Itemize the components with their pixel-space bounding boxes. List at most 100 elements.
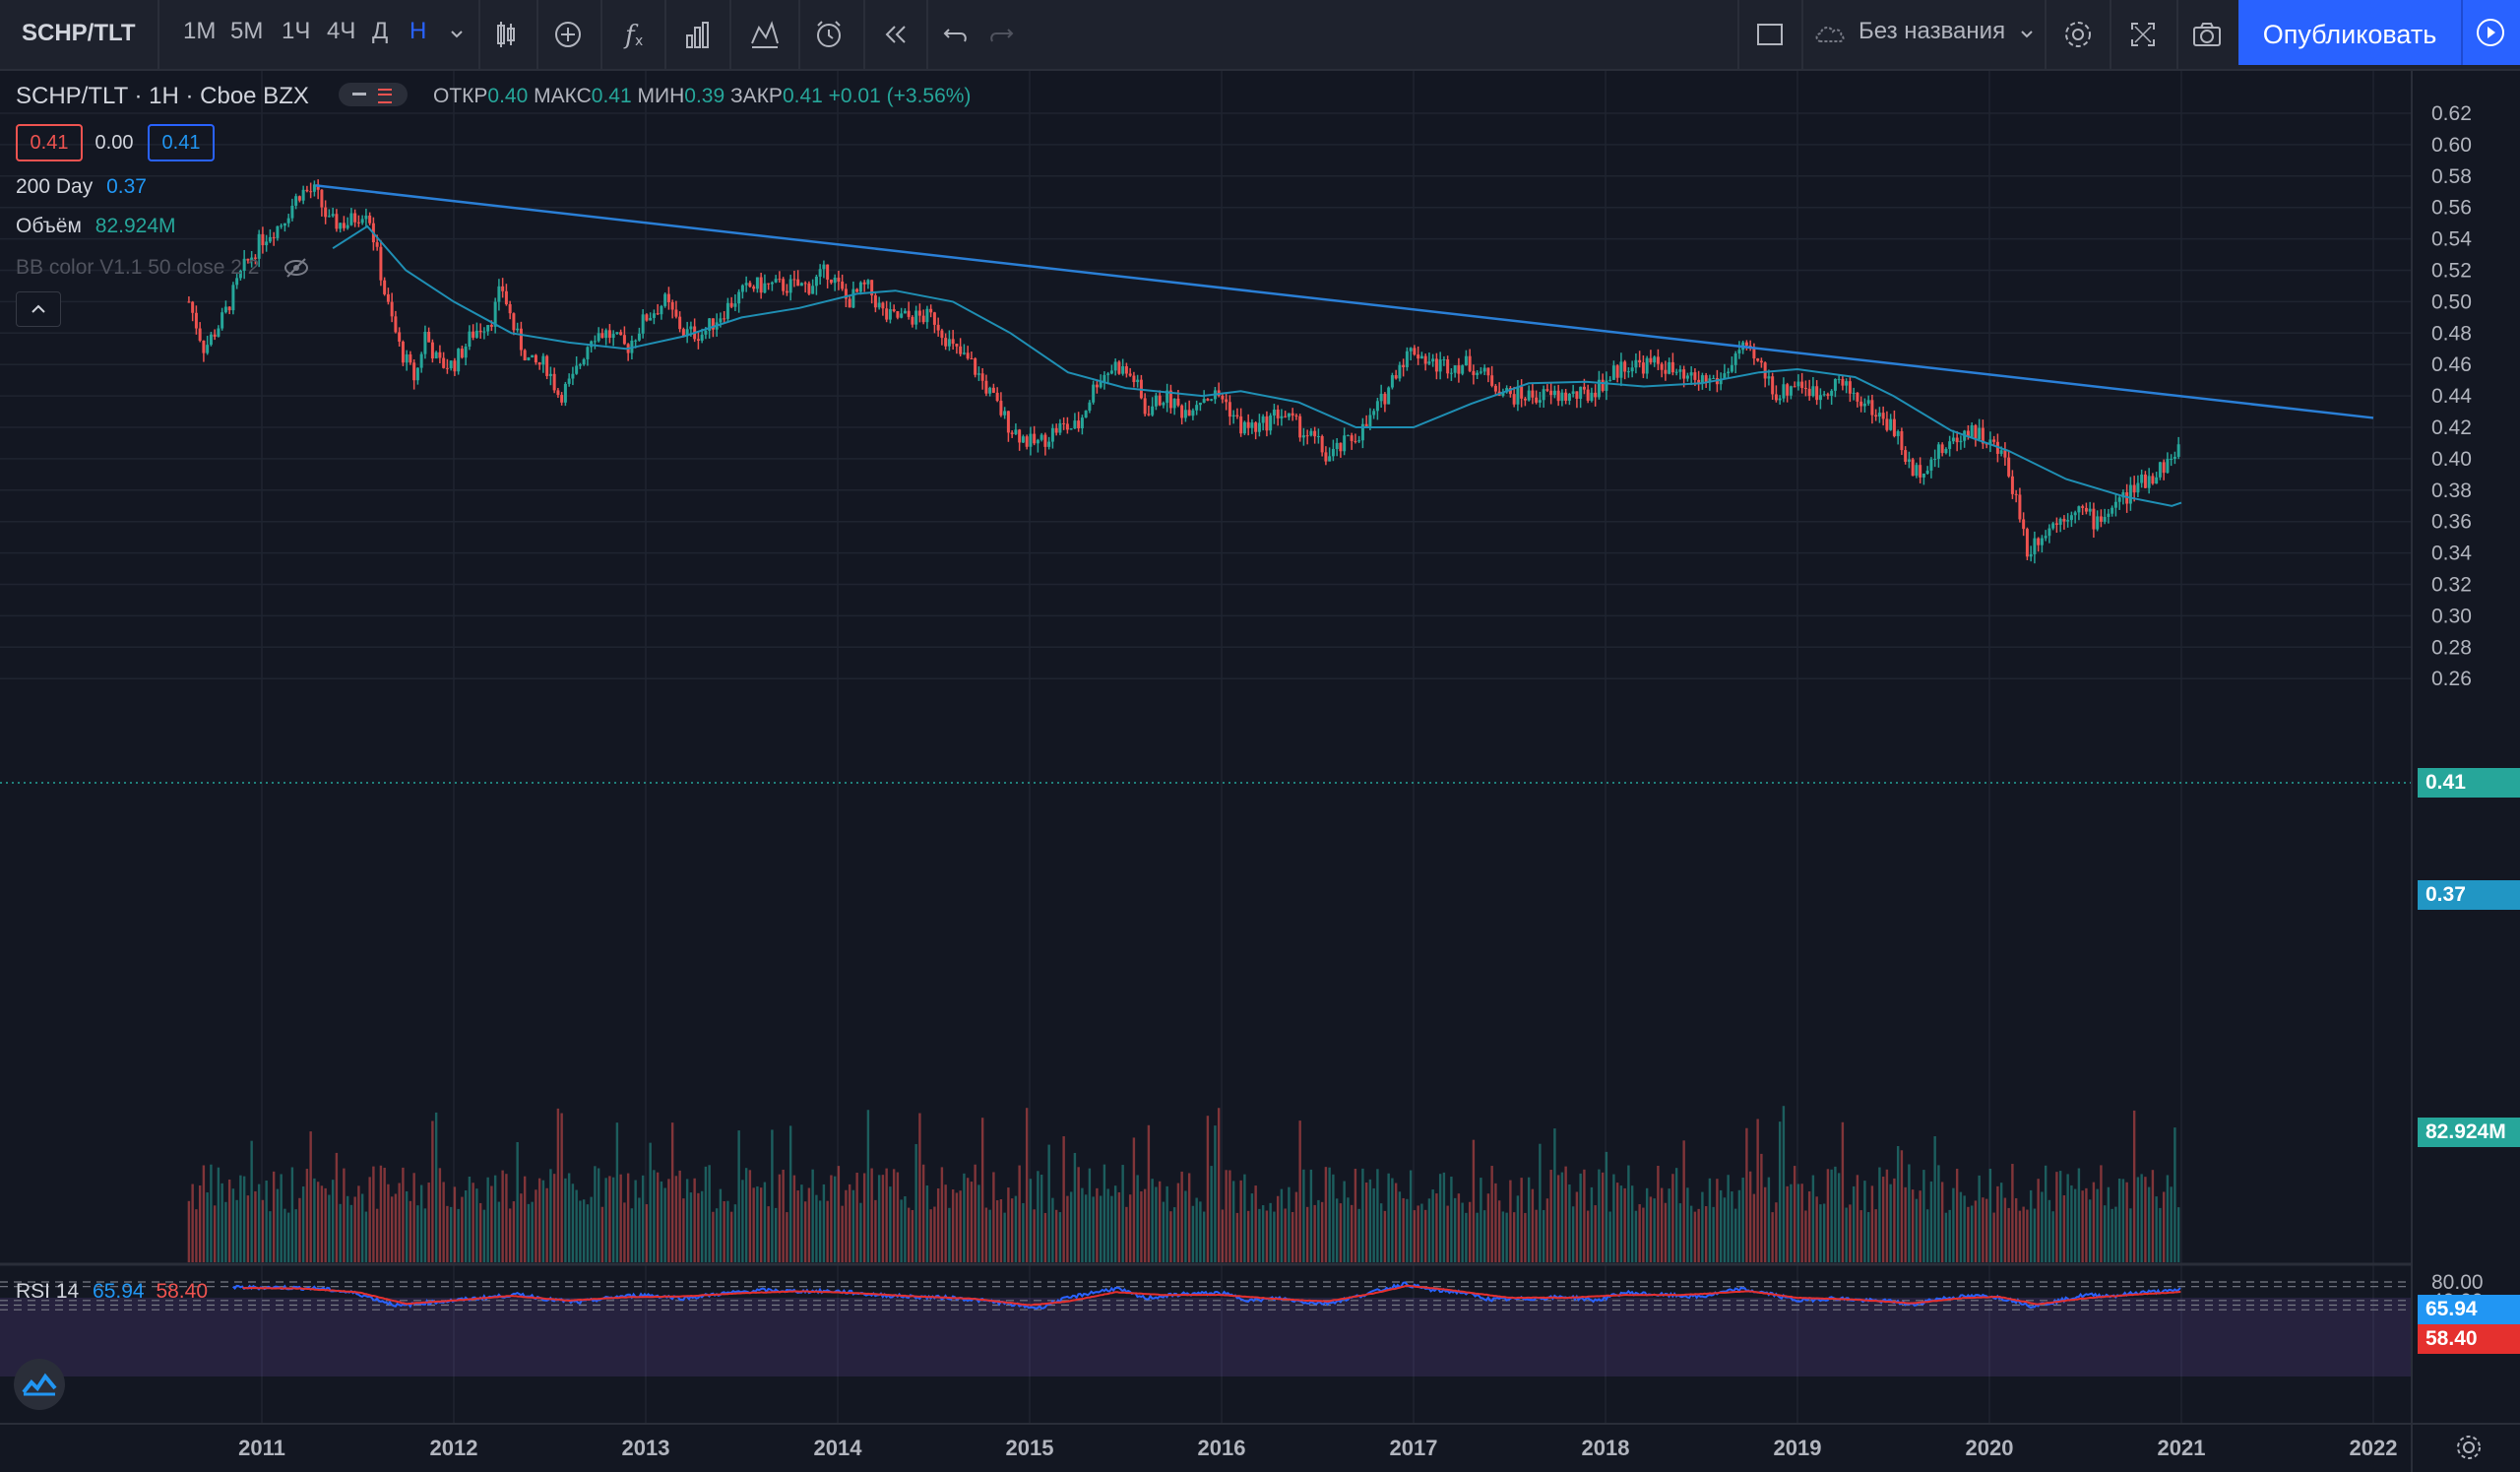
candle-body bbox=[1287, 413, 1291, 417]
high-label: МАКС bbox=[534, 85, 592, 107]
volume-bar bbox=[1003, 1212, 1006, 1262]
volume-bar bbox=[1653, 1198, 1656, 1262]
layout-icon[interactable] bbox=[1749, 14, 1791, 55]
volume-bar bbox=[792, 1175, 796, 1262]
fullscreen-icon[interactable] bbox=[2122, 14, 2164, 55]
candle-body bbox=[220, 312, 224, 329]
candle-body bbox=[335, 214, 339, 229]
volume-bar bbox=[1952, 1187, 1955, 1262]
interval-1h-button[interactable]: 1Ч bbox=[282, 18, 311, 44]
candle-body bbox=[2022, 519, 2026, 530]
volume-bar bbox=[1372, 1187, 1375, 1262]
symbol-search-button[interactable]: SCHP/TLT bbox=[0, 0, 159, 69]
candle-body bbox=[2136, 482, 2140, 493]
replay-icon[interactable] bbox=[875, 14, 916, 55]
volume-bar bbox=[1151, 1179, 1154, 1262]
volume-bar bbox=[1796, 1184, 1800, 1262]
camera-icon[interactable] bbox=[2186, 14, 2228, 55]
volume-bar bbox=[1420, 1203, 1423, 1262]
candle-body bbox=[1981, 427, 1984, 444]
settings-icon[interactable] bbox=[2057, 14, 2099, 55]
candle-body bbox=[231, 285, 235, 311]
bb-legend-label[interactable]: BB color V1.1 50 close 2 2 bbox=[16, 256, 260, 279]
candle-body bbox=[1999, 450, 2003, 454]
candle-body bbox=[316, 184, 320, 190]
volume-bar bbox=[2014, 1197, 2018, 1262]
volume-bar bbox=[505, 1174, 508, 1262]
undo-icon[interactable] bbox=[935, 14, 976, 55]
candle-body bbox=[656, 313, 660, 315]
volume-bar bbox=[752, 1187, 755, 1262]
interval-1m-button[interactable]: 1М bbox=[183, 18, 217, 44]
candle-body bbox=[1656, 356, 1660, 364]
candle-body bbox=[556, 390, 560, 396]
candle-body bbox=[368, 215, 372, 224]
candle-body bbox=[1845, 381, 1849, 386]
candle-body bbox=[1919, 465, 1922, 478]
candle-body bbox=[375, 242, 379, 247]
candle-body bbox=[1778, 398, 1782, 401]
publish-button[interactable]: Опубликовать bbox=[2238, 0, 2461, 65]
candle-body bbox=[401, 341, 405, 363]
interval-week-button[interactable]: Н bbox=[410, 18, 427, 44]
bar-style-icon[interactable] bbox=[485, 14, 527, 55]
candle-body bbox=[1339, 442, 1343, 452]
volume-bar bbox=[254, 1190, 257, 1262]
sell-price-button[interactable]: 0.41 bbox=[16, 124, 83, 161]
candle-body bbox=[855, 288, 859, 292]
price-chart[interactable]: 0.62 0.60 0.58 0.56 0.54 0.52 0.50 0.48 0.46 0.44… bbox=[0, 71, 2520, 1472]
visibility-toggle[interactable] bbox=[339, 83, 408, 106]
candle-body bbox=[489, 325, 493, 327]
redo-icon[interactable] bbox=[980, 14, 1022, 55]
candle-body bbox=[1124, 365, 1128, 374]
candle-body bbox=[1379, 393, 1383, 402]
candle-body bbox=[1708, 378, 1712, 383]
interval-4h-button[interactable]: 4Ч bbox=[327, 18, 356, 44]
volume-bar bbox=[1686, 1187, 1689, 1262]
templates-icon[interactable] bbox=[744, 14, 786, 55]
volume-bar bbox=[1535, 1209, 1538, 1262]
volume-bar bbox=[564, 1178, 567, 1262]
volume-bar bbox=[423, 1208, 427, 1262]
volume-bar bbox=[1911, 1189, 1915, 1262]
volume-bar bbox=[1881, 1177, 1885, 1262]
interval-5m-button[interactable]: 5М bbox=[230, 18, 264, 44]
volume-bar bbox=[1992, 1212, 1995, 1262]
volume-bar bbox=[2159, 1207, 2162, 1262]
candle-body bbox=[1892, 418, 1896, 436]
candle-body bbox=[415, 367, 419, 381]
volume-bar bbox=[497, 1201, 501, 1262]
add-compare-icon[interactable] bbox=[547, 14, 589, 55]
candle-body bbox=[1305, 435, 1309, 437]
volume-legend-label[interactable]: Объём bbox=[16, 215, 82, 237]
volume-bar bbox=[933, 1206, 936, 1262]
play-icon[interactable] bbox=[2461, 0, 2520, 65]
candle-body bbox=[2033, 538, 2037, 554]
volume-bar bbox=[2176, 1207, 2180, 1262]
rsi-legend-label[interactable]: RSI 14 bbox=[16, 1280, 80, 1303]
volume-bar bbox=[575, 1189, 578, 1262]
volume-bar bbox=[656, 1172, 660, 1262]
collapse-legend-button[interactable] bbox=[16, 291, 61, 327]
eye-hidden-icon[interactable] bbox=[282, 253, 311, 283]
chevron-down-icon[interactable] bbox=[2006, 14, 2048, 55]
candle-body bbox=[1896, 430, 1900, 436]
volume-bar bbox=[438, 1168, 442, 1262]
axis-settings-icon[interactable] bbox=[2451, 1430, 2487, 1465]
volume-bar bbox=[520, 1193, 523, 1262]
financials-icon[interactable] bbox=[677, 14, 719, 55]
interval-day-button[interactable]: Д bbox=[372, 18, 389, 44]
candle-body bbox=[1516, 386, 1520, 405]
volume-bar bbox=[1125, 1206, 1128, 1262]
alert-icon[interactable] bbox=[808, 14, 850, 55]
volume-bar bbox=[1461, 1202, 1464, 1262]
cloud-icon bbox=[1809, 14, 1851, 55]
layout-name[interactable]: Без названия bbox=[1858, 18, 2006, 44]
buy-price-button[interactable]: 0.41 bbox=[148, 124, 215, 161]
tradingview-logo[interactable] bbox=[14, 1359, 65, 1410]
volume-bar bbox=[2022, 1206, 2025, 1262]
series-title[interactable]: SCHP/TLT · 1Н · Cboe BZX bbox=[16, 83, 309, 109]
ma-legend-label[interactable]: 200 Day bbox=[16, 175, 94, 198]
dropdown-icon[interactable] bbox=[436, 14, 477, 55]
